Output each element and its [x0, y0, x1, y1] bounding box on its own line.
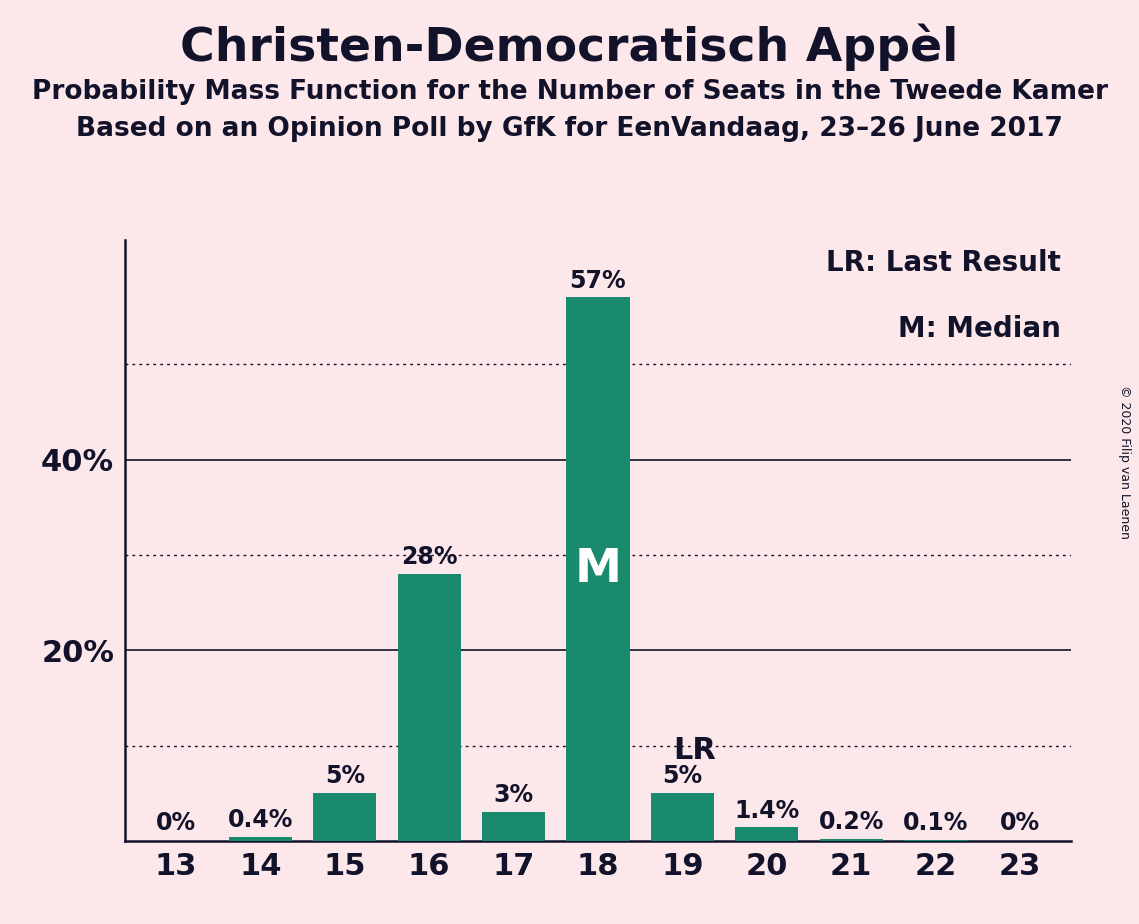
Text: Christen-Democratisch Appèl: Christen-Democratisch Appèl — [180, 23, 959, 70]
Bar — [650, 793, 714, 841]
Bar — [482, 812, 546, 841]
Text: M: M — [574, 547, 622, 591]
Text: LR: Last Result: LR: Last Result — [826, 249, 1062, 277]
Text: 28%: 28% — [401, 545, 458, 569]
Bar — [313, 793, 376, 841]
Text: LR: LR — [673, 736, 716, 764]
Text: 0.1%: 0.1% — [903, 811, 968, 835]
Bar — [904, 840, 967, 841]
Text: 1.4%: 1.4% — [735, 798, 800, 822]
Text: M: Median: M: Median — [899, 315, 1062, 344]
Text: 0.2%: 0.2% — [819, 810, 884, 834]
Text: 3%: 3% — [493, 784, 534, 808]
Bar — [735, 828, 798, 841]
Text: 5%: 5% — [325, 764, 364, 788]
Text: 5%: 5% — [662, 764, 703, 788]
Bar — [229, 837, 292, 841]
Bar — [398, 574, 461, 841]
Text: 0%: 0% — [156, 811, 196, 835]
Text: 57%: 57% — [570, 269, 626, 293]
Text: © 2020 Filip van Laenen: © 2020 Filip van Laenen — [1118, 385, 1131, 539]
Text: 0%: 0% — [1000, 811, 1040, 835]
Text: Probability Mass Function for the Number of Seats in the Tweede Kamer: Probability Mass Function for the Number… — [32, 79, 1107, 104]
Text: Based on an Opinion Poll by GfK for EenVandaag, 23–26 June 2017: Based on an Opinion Poll by GfK for EenV… — [76, 116, 1063, 141]
Bar — [820, 839, 883, 841]
Bar — [566, 298, 630, 841]
Text: 0.4%: 0.4% — [228, 808, 293, 833]
